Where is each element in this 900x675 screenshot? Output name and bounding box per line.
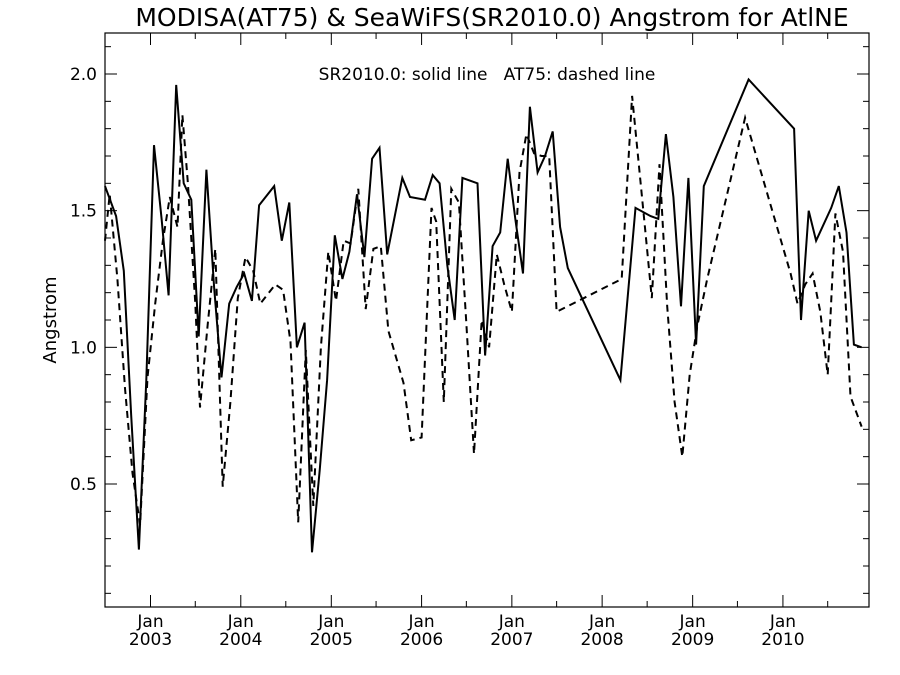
x-tick-label-year: 2009 — [671, 630, 714, 650]
x-tick-label-year: 2005 — [310, 630, 353, 650]
x-tick-label-month: Jan — [769, 612, 796, 632]
x-tick-label-year: 2008 — [580, 630, 623, 650]
x-tick-label-month: Jan — [317, 612, 344, 632]
x-tick-label-year: 2006 — [400, 630, 443, 650]
tick-layer — [104, 33, 869, 607]
x-tick-label-year: 2004 — [219, 630, 262, 650]
y-axis-label: Angstrom — [40, 276, 61, 363]
x-tick-label-month: Jan — [588, 612, 615, 632]
tick-label-layer: 0.51.01.52.0Jan2003Jan2004Jan2005Jan2006… — [70, 65, 805, 650]
chart-title: MODISA(AT75) & SeaWiFS(SR2010.0) Angstro… — [135, 3, 848, 32]
x-tick-label-year: 2007 — [490, 630, 533, 650]
x-tick-label-month: Jan — [679, 612, 706, 632]
y-tick-label: 1.0 — [70, 338, 97, 358]
x-tick-label-month: Jan — [407, 612, 434, 632]
x-tick-label-month: Jan — [136, 612, 163, 632]
x-tick-label-year: 2010 — [761, 630, 804, 650]
y-tick-label: 1.5 — [70, 202, 97, 222]
x-tick-label-month: Jan — [227, 612, 254, 632]
x-tick-label-month: Jan — [498, 612, 525, 632]
series-line-sr2010-0 — [104, 77, 862, 553]
x-tick-label-year: 2003 — [129, 630, 172, 650]
series-layer — [104, 77, 863, 553]
y-tick-label: 2.0 — [70, 65, 97, 85]
chart-annotation: SR2010.0: solid line AT75: dashed line — [319, 65, 656, 85]
plot-frame — [104, 32, 870, 608]
y-tick-label: 0.5 — [70, 475, 97, 495]
series-line-at75 — [104, 95, 863, 526]
